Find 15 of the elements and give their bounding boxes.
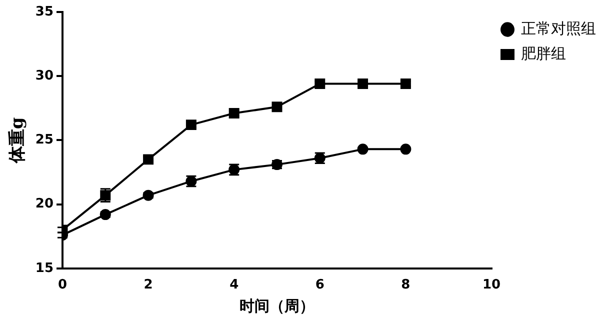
- x-tick-label: 10: [482, 278, 501, 293]
- y-tick-label: 20: [35, 196, 54, 212]
- x-tick-label: 6: [315, 278, 324, 293]
- x-tick-label: 4: [230, 278, 239, 293]
- y-tick-label: 15: [35, 260, 54, 276]
- y-tick-label: 25: [35, 132, 54, 148]
- y-axis-title: 体重g: [8, 117, 28, 164]
- x-axis-title: 时间（周）: [239, 296, 314, 315]
- legend-label: 正常对照组: [521, 19, 596, 38]
- y-tick-label: 35: [35, 4, 54, 20]
- x-tick-label: 8: [401, 278, 410, 293]
- x-tick-label: 2: [144, 278, 153, 293]
- x-tick-label: 0: [58, 278, 68, 293]
- legend-label: 肥胖组: [521, 44, 566, 62]
- y-tick-label: 30: [35, 68, 54, 84]
